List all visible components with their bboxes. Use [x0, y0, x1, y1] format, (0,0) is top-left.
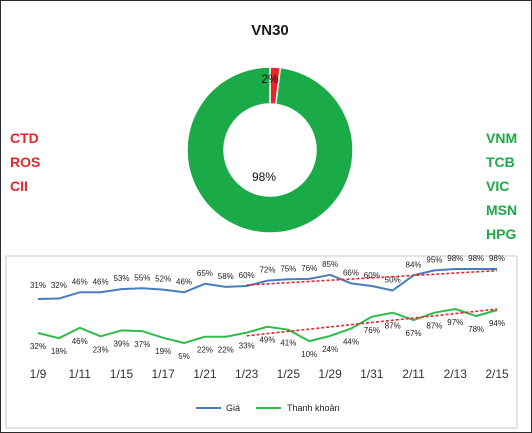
pie-label-up: 98% [252, 170, 276, 184]
ticker-left-ros: ROS [10, 154, 40, 170]
liquidity-data-label: 39% [113, 339, 129, 348]
price-data-label: 98% [489, 254, 505, 263]
price-data-label: 85% [322, 260, 338, 269]
x-tick-label: 1/31 [360, 367, 384, 381]
price-data-label: 95% [426, 255, 442, 264]
ticker-right-tcb: TCB [486, 154, 515, 170]
price-data-label: 58% [218, 272, 234, 281]
liquidity-data-label: 18% [51, 347, 67, 356]
price-data-label: 60% [239, 271, 255, 280]
legend-label-price: Giá [226, 403, 240, 413]
x-tick-label: 1/25 [277, 367, 301, 381]
price-data-label: 98% [468, 254, 484, 263]
x-tick-label: 1/21 [193, 367, 217, 381]
liquidity-line [37, 308, 498, 344]
liquidity-data-label: 33% [239, 342, 255, 351]
liquidity-data-label: 5% [178, 352, 190, 361]
x-tick-label: 1/11 [68, 367, 91, 381]
price-data-label: 76% [301, 264, 317, 273]
pie-slice-98 [186, 66, 354, 234]
line-chart: 31% 32% 46% 46% 53% 55% 52% 46% 65% 58% 60% 72% 75% 7… [30, 254, 509, 381]
price-data-label: 50% [385, 275, 401, 284]
liquidity-data-label: 76% [364, 326, 380, 335]
pie-title: VN30 [251, 22, 289, 39]
liquidity-data-label: 87% [385, 322, 401, 331]
liquidity-data-label: 24% [322, 345, 338, 354]
ticker-right-vnm: VNM [486, 130, 517, 146]
price-data-label: 53% [113, 274, 129, 283]
price-data-label: 65% [197, 269, 213, 278]
liquidity-data-label: 49% [259, 336, 275, 345]
liquidity-data-label: 23% [93, 345, 109, 354]
liquidity-data-label: 97% [447, 318, 463, 327]
pie-label-down: 2% [261, 72, 279, 86]
liquidity-data-label: 94% [489, 319, 505, 328]
liquidity-data-label: 22% [197, 346, 213, 355]
price-data-label: 75% [280, 264, 296, 273]
liquidity-data-label: 67% [406, 329, 422, 338]
line-chart-border [5, 255, 518, 429]
liquidity-data-label: 41% [280, 339, 296, 348]
ticker-left-ctd: CTD [10, 130, 39, 146]
ticker-right-hpg: HPG [486, 226, 516, 242]
price-data-label: 32% [51, 281, 67, 290]
ticker-lists: CTD ROS CII VNM TCB VIC MSN HPG [10, 130, 517, 242]
legend: Giá Thanh khoản [196, 403, 340, 413]
price-data-label: 46% [93, 277, 109, 286]
ticker-right-msn: MSN [486, 202, 517, 218]
price-data-label: 72% [259, 266, 275, 275]
price-data-label: 84% [406, 260, 422, 269]
liquidity-data-label: 87% [426, 322, 442, 331]
price-data-label: 31% [30, 281, 46, 290]
legend-label-liquidity: Thanh khoản [287, 403, 340, 413]
price-line [37, 268, 497, 300]
x-tick-label: 2/15 [485, 367, 509, 381]
price-data-label: 46% [176, 277, 192, 286]
price-data-label: 46% [72, 277, 88, 286]
x-tick-label: 1/29 [318, 367, 342, 381]
liquidity-data-label: 37% [134, 340, 150, 349]
x-tick-label: 1/17 [152, 367, 176, 381]
liquidity-trendline [246, 308, 498, 337]
liquidity-data-label: 32% [30, 342, 46, 351]
liquidity-data-label: 44% [343, 338, 359, 347]
liquidity-data-label: 46% [72, 337, 88, 346]
price-data-label: 66% [343, 268, 359, 277]
liquidity-data-label: 22% [218, 346, 234, 355]
x-tick-label: 1/15 [110, 367, 134, 381]
price-data-label: 52% [155, 275, 171, 284]
liquidity-data-label: 78% [468, 325, 484, 334]
ticker-left-cii: CII [10, 178, 28, 194]
x-tick-label: 1/23 [235, 367, 259, 381]
ticker-right-vic: VIC [486, 178, 509, 194]
price-trendline [246, 269, 498, 286]
price-data-label: 98% [447, 254, 463, 263]
liquidity-data-label: 10% [301, 350, 317, 359]
price-data-label: 55% [134, 273, 150, 282]
x-tick-label: 2/13 [444, 367, 468, 381]
x-tick-label: 1/9 [30, 367, 47, 381]
x-tick-label: 2/11 [402, 367, 425, 381]
liquidity-data-label: 19% [155, 347, 171, 356]
price-data-label: 60% [364, 271, 380, 280]
donut-chart: 2% 98% [186, 66, 354, 234]
